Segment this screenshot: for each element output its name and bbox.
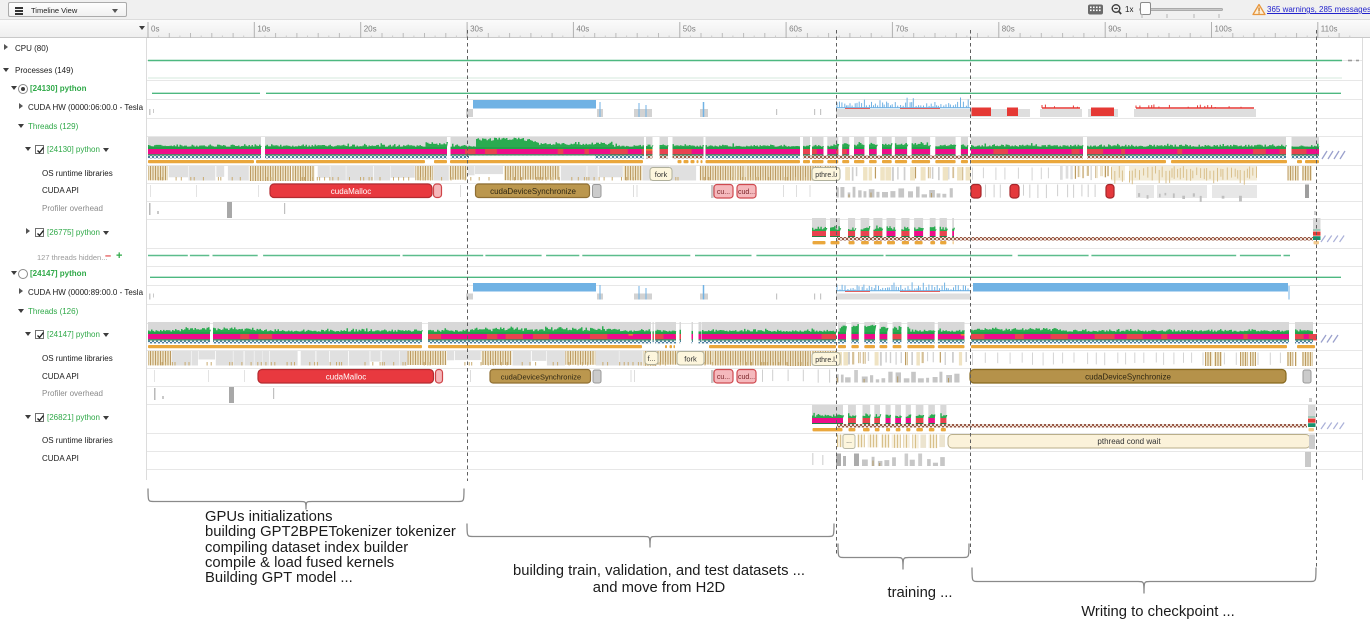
svg-text:fork: fork xyxy=(655,170,668,179)
svg-text:f...: f... xyxy=(648,356,656,363)
svg-text:cu...: cu... xyxy=(717,189,730,196)
svg-text:cudaDeviceSynchronize: cudaDeviceSynchronize xyxy=(490,187,576,196)
svg-text:cudaMalloc: cudaMalloc xyxy=(326,373,366,382)
svg-text:70s: 70s xyxy=(895,25,908,34)
svg-text:cudaDeviceSynchronize: cudaDeviceSynchronize xyxy=(501,373,581,382)
svg-text:100s: 100s xyxy=(1215,25,1232,34)
svg-text:pthre.l.: pthre.l. xyxy=(815,357,836,364)
svg-text:cudaMalloc: cudaMalloc xyxy=(331,187,371,196)
svg-text:pthread cond wait: pthread cond wait xyxy=(1097,437,1161,446)
svg-text:cud...: cud... xyxy=(738,374,755,381)
svg-text:cu...: cu... xyxy=(717,374,730,381)
svg-text:20s: 20s xyxy=(364,25,377,34)
svg-text:cudaDeviceSynchronize: cudaDeviceSynchronize xyxy=(1085,373,1171,382)
svg-text:0s: 0s xyxy=(151,25,159,34)
svg-text:fork: fork xyxy=(684,354,697,363)
svg-text:40s: 40s xyxy=(576,25,589,34)
svg-text:80s: 80s xyxy=(1002,25,1015,34)
svg-text:50s: 50s xyxy=(683,25,696,34)
svg-text:pthre.l.: pthre.l. xyxy=(815,172,836,179)
svg-text:cud...: cud... xyxy=(738,189,755,196)
svg-text:...: ... xyxy=(846,438,852,445)
svg-text:30s: 30s xyxy=(470,25,483,34)
svg-text:10s: 10s xyxy=(257,25,270,34)
svg-text:60s: 60s xyxy=(789,25,802,34)
svg-text:110s: 110s xyxy=(1321,25,1338,34)
svg-text:90s: 90s xyxy=(1108,25,1121,34)
